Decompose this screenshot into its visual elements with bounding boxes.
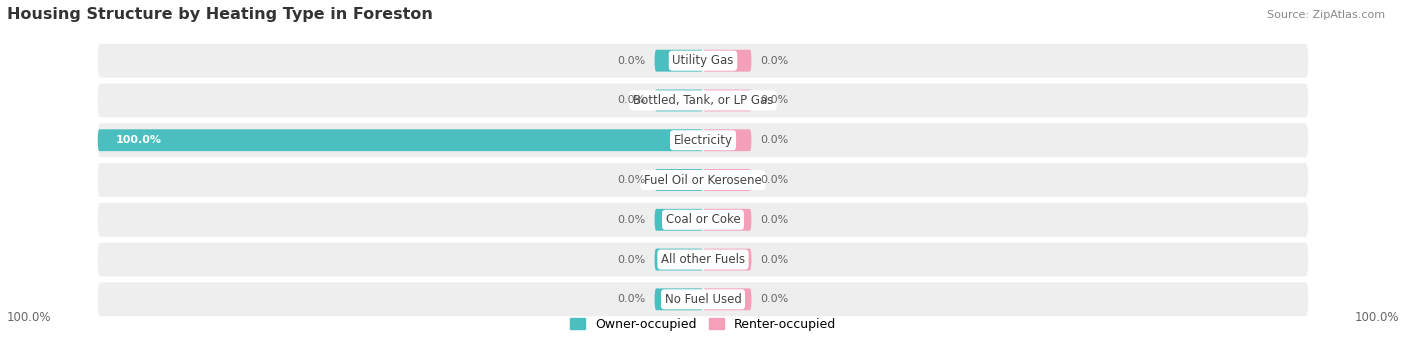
Text: No Fuel Used: No Fuel Used — [665, 293, 741, 306]
Text: 0.0%: 0.0% — [761, 175, 789, 185]
Text: 0.0%: 0.0% — [761, 215, 789, 225]
Text: Source: ZipAtlas.com: Source: ZipAtlas.com — [1267, 10, 1385, 20]
Text: 0.0%: 0.0% — [761, 95, 789, 105]
Text: Bottled, Tank, or LP Gas: Bottled, Tank, or LP Gas — [633, 94, 773, 107]
FancyBboxPatch shape — [98, 243, 1308, 277]
FancyBboxPatch shape — [98, 163, 1308, 197]
FancyBboxPatch shape — [655, 288, 703, 310]
Text: 0.0%: 0.0% — [617, 255, 645, 265]
FancyBboxPatch shape — [98, 123, 1308, 157]
FancyBboxPatch shape — [703, 129, 751, 151]
FancyBboxPatch shape — [703, 288, 751, 310]
FancyBboxPatch shape — [655, 90, 703, 112]
Text: 0.0%: 0.0% — [617, 95, 645, 105]
FancyBboxPatch shape — [655, 249, 703, 270]
Text: 0.0%: 0.0% — [617, 56, 645, 66]
Text: 0.0%: 0.0% — [761, 294, 789, 304]
Legend: Owner-occupied, Renter-occupied: Owner-occupied, Renter-occupied — [565, 313, 841, 336]
Text: Coal or Coke: Coal or Coke — [665, 213, 741, 226]
Text: 100.0%: 100.0% — [7, 311, 52, 324]
FancyBboxPatch shape — [98, 44, 1308, 78]
Text: Utility Gas: Utility Gas — [672, 54, 734, 67]
Text: 0.0%: 0.0% — [617, 294, 645, 304]
Text: Fuel Oil or Kerosene: Fuel Oil or Kerosene — [644, 174, 762, 187]
FancyBboxPatch shape — [98, 282, 1308, 316]
FancyBboxPatch shape — [703, 90, 751, 112]
FancyBboxPatch shape — [655, 169, 703, 191]
Text: 100.0%: 100.0% — [115, 135, 162, 145]
FancyBboxPatch shape — [703, 169, 751, 191]
Text: 0.0%: 0.0% — [617, 215, 645, 225]
Text: 0.0%: 0.0% — [761, 135, 789, 145]
Text: All other Fuels: All other Fuels — [661, 253, 745, 266]
FancyBboxPatch shape — [703, 209, 751, 231]
Text: Electricity: Electricity — [673, 134, 733, 147]
FancyBboxPatch shape — [703, 50, 751, 72]
FancyBboxPatch shape — [98, 129, 703, 151]
Text: 0.0%: 0.0% — [761, 56, 789, 66]
Text: Housing Structure by Heating Type in Foreston: Housing Structure by Heating Type in For… — [7, 7, 433, 22]
Text: 0.0%: 0.0% — [761, 255, 789, 265]
FancyBboxPatch shape — [655, 50, 703, 72]
FancyBboxPatch shape — [703, 249, 751, 270]
Text: 100.0%: 100.0% — [1354, 311, 1399, 324]
FancyBboxPatch shape — [98, 203, 1308, 237]
FancyBboxPatch shape — [655, 209, 703, 231]
Text: 0.0%: 0.0% — [617, 175, 645, 185]
FancyBboxPatch shape — [98, 84, 1308, 117]
